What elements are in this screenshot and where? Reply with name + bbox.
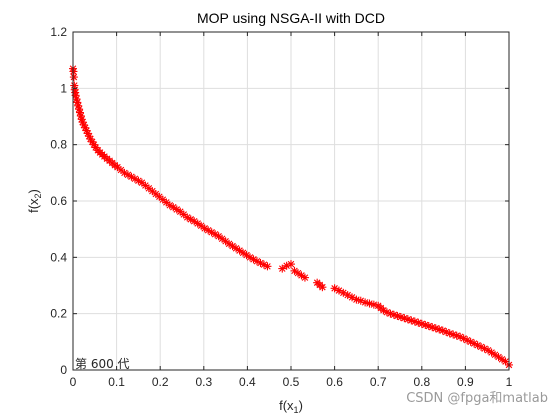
y-tick-label: 0	[60, 363, 67, 377]
x-tick-label: 0.7	[370, 375, 387, 389]
x-tick-label: 0.3	[195, 375, 212, 389]
data-point	[263, 262, 272, 271]
x-tick-label: 0.9	[457, 375, 474, 389]
x-axis-label-main: f(x	[279, 398, 294, 413]
data-point	[186, 215, 195, 224]
x-axis-label-close: )	[299, 398, 303, 413]
data-point	[278, 264, 287, 273]
x-tick-label: 0.1	[108, 375, 125, 389]
x-tick-labels: 0 0.1 0.2 0.3 0.4 0.5 0.6 0.7 0.8 0.9 1	[70, 375, 513, 389]
tick-marks	[72, 31, 510, 371]
data-point	[318, 283, 327, 292]
y-axis-label-close: )	[26, 189, 41, 193]
data-point	[207, 228, 216, 237]
data-points	[69, 64, 513, 369]
data-point	[130, 174, 139, 183]
data-point	[179, 210, 188, 219]
y-axis-label-subscript: 2	[33, 193, 43, 198]
x-tick-label: 0.8	[413, 375, 430, 389]
data-point	[379, 306, 388, 315]
data-point	[200, 224, 209, 233]
x-axis-label: f(x1)	[279, 398, 303, 415]
x-tick-label: 0.2	[152, 375, 169, 389]
y-axis-label: f(x2)	[26, 189, 43, 213]
x-tick-label: 0.4	[239, 375, 256, 389]
data-point	[300, 273, 309, 282]
watermark: CSDN @fpga和matlab	[406, 391, 548, 406]
y-tick-label: 0.6	[50, 194, 67, 208]
y-axis-label-main: f(x	[26, 198, 41, 213]
data-point	[477, 342, 486, 351]
x-tick-label: 0.5	[283, 375, 300, 389]
x-tick-label: 1	[506, 375, 513, 389]
data-point	[287, 260, 295, 269]
y-tick-label: 0.4	[50, 250, 67, 264]
y-tick-labels: 0 0.2 0.4 0.6 0.8 1 1.2	[50, 25, 67, 377]
y-tick-label: 0.8	[50, 138, 67, 152]
data-point	[228, 242, 237, 251]
data-point	[69, 73, 78, 82]
y-tick-label: 1.2	[50, 25, 67, 39]
data-point	[218, 234, 227, 243]
x-tick-label: 0	[70, 375, 77, 389]
y-tick-label: 1	[60, 81, 67, 95]
x-axis-label-subscript: 1	[294, 405, 299, 415]
plot-area: 0 0.1 0.2 0.3 0.4 0.5 0.6 0.7 0.8 0.9 1 0 0.2 0.4 0.6…	[50, 25, 513, 389]
chart-title: MOP using NSGA-II with DCD	[197, 10, 385, 26]
generation-annotation: 第 600 代	[75, 357, 130, 371]
x-tick-label: 0.6	[326, 375, 343, 389]
y-tick-label: 0.2	[50, 307, 67, 321]
